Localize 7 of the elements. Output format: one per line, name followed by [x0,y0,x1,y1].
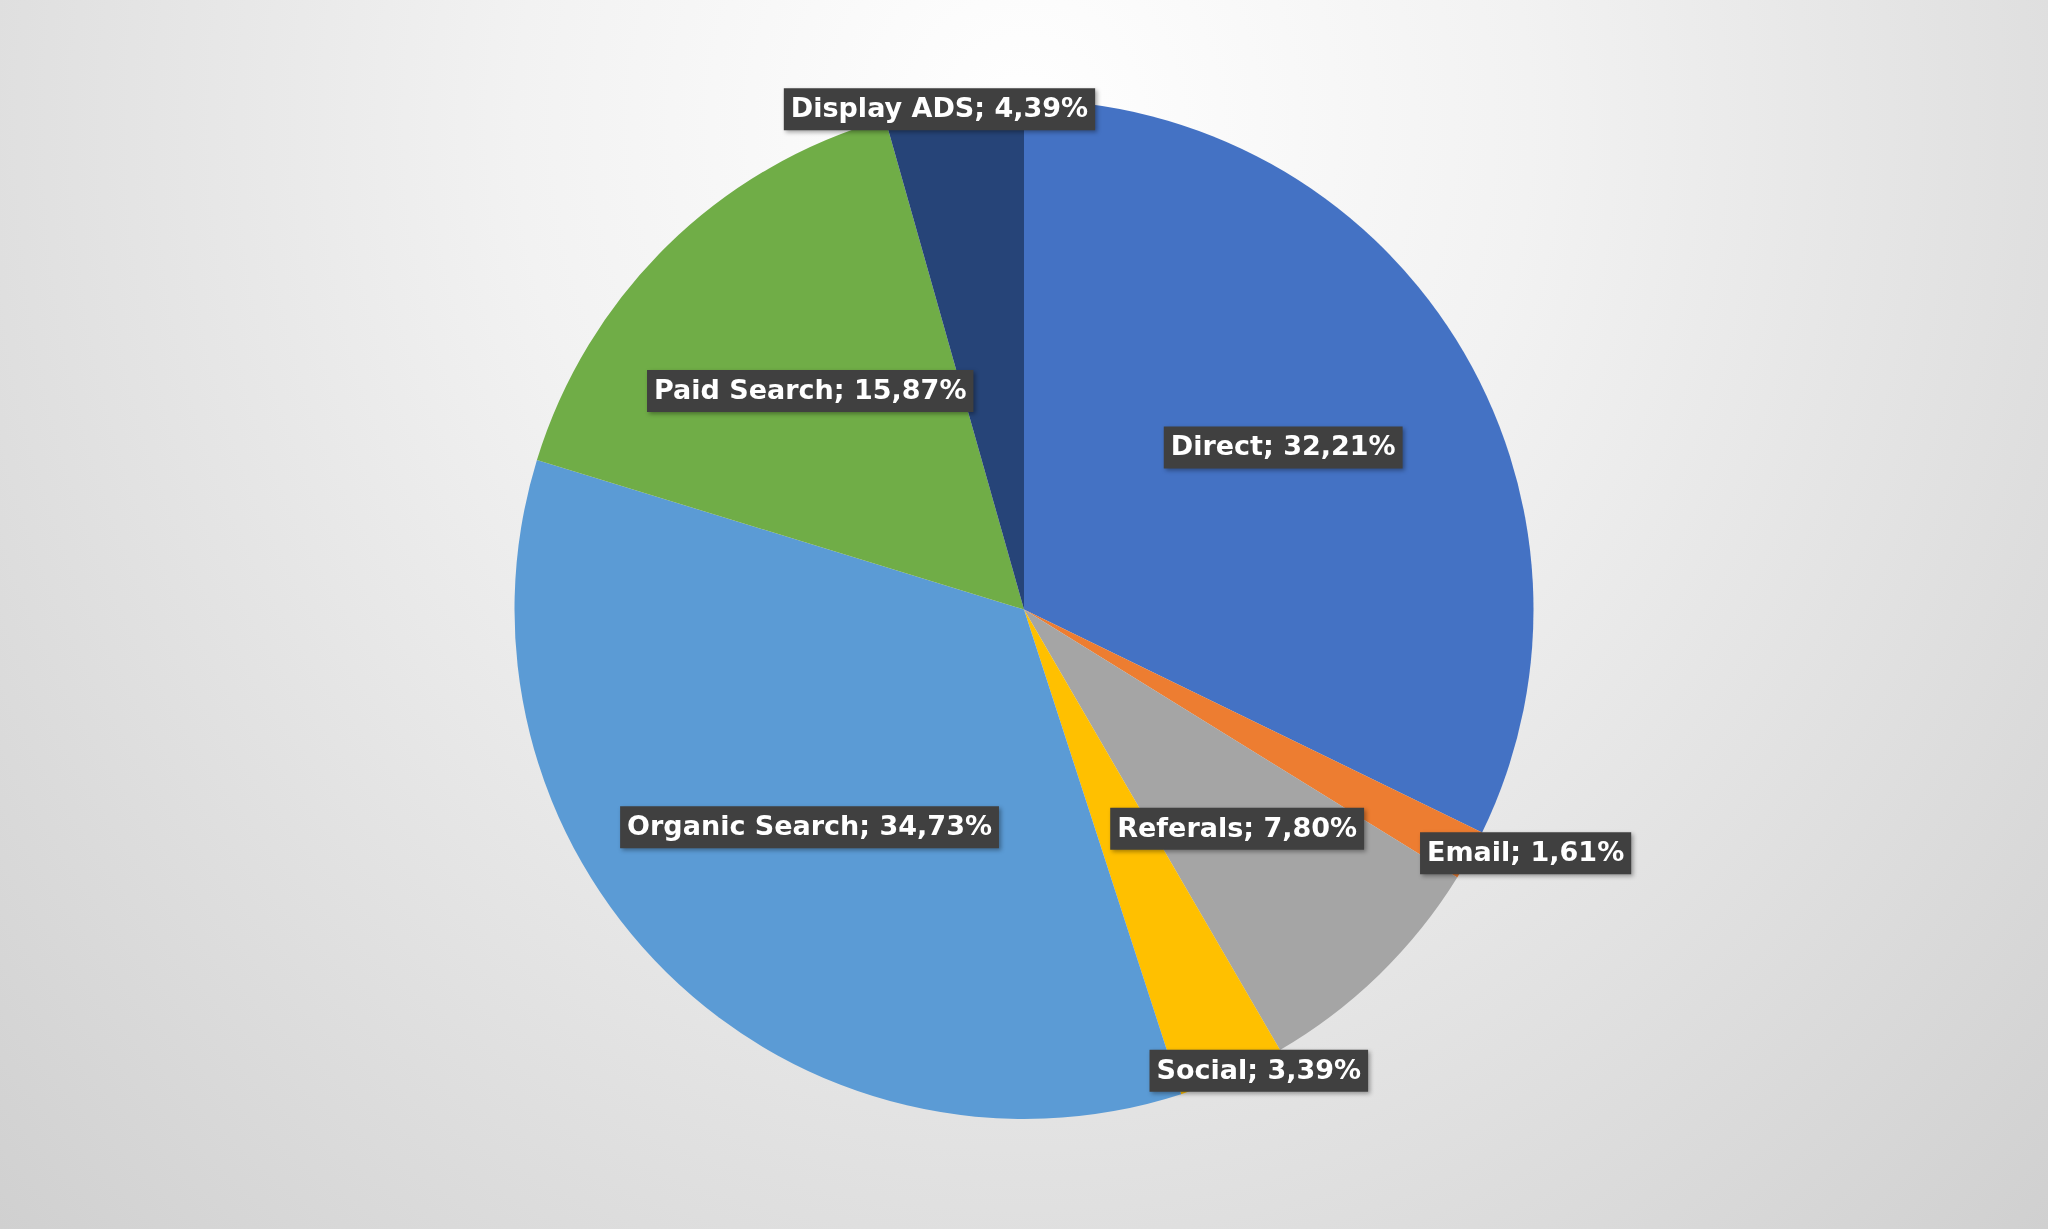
slice-label: Referals; 7,80% [1117,811,1358,843]
slice-label: Direct; 32,21% [1170,430,1396,462]
slice-label: Organic Search; 34,73% [627,810,992,842]
slice-label: Display ADS; 4,39% [790,92,1089,124]
slice-label: Paid Search; 15,87% [654,373,967,405]
slice-label: Social; 3,39% [1156,1053,1362,1085]
slice-label: Email; 1,61% [1427,836,1625,868]
